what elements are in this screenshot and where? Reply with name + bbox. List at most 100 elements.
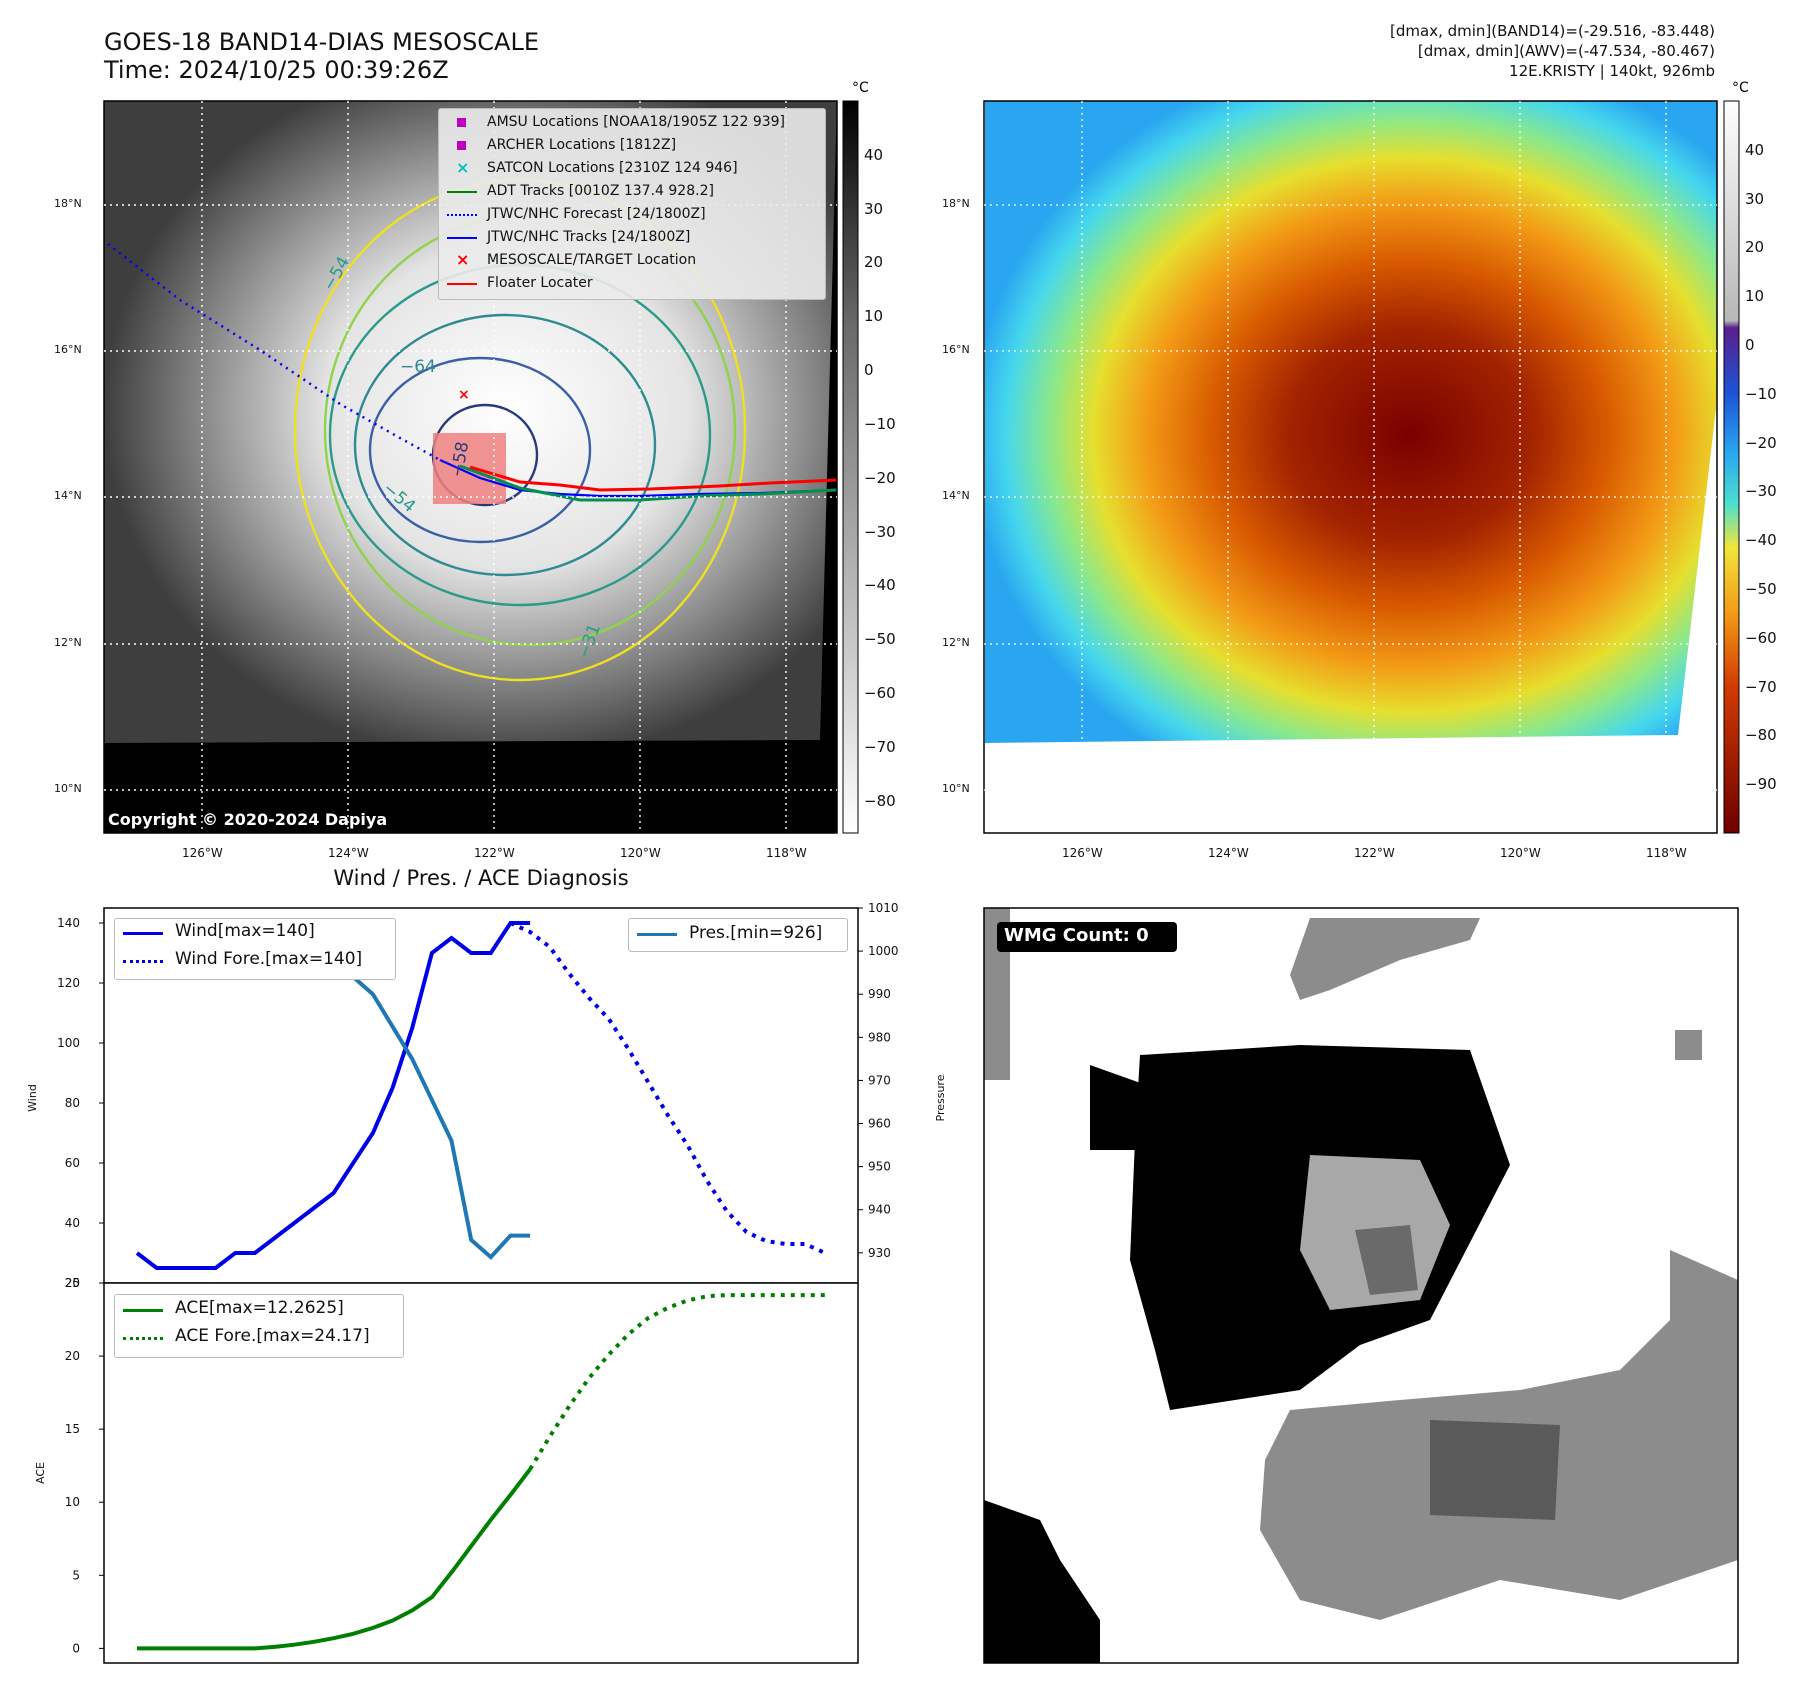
wind-tick-label: 20 bbox=[65, 1276, 80, 1290]
lat-label: 16°N bbox=[942, 343, 970, 356]
legend-label: Wind[max=140] bbox=[175, 921, 315, 941]
awv-colorbar bbox=[1723, 100, 1740, 834]
ace-tick-label: 25 bbox=[65, 1276, 80, 1290]
colorbar-tick-label: −80 bbox=[1745, 726, 1777, 745]
colorbar-tick-label: 0 bbox=[864, 361, 874, 380]
lon-label: 118°W bbox=[766, 846, 807, 860]
pressure-tick-label: 1010 bbox=[868, 901, 899, 915]
pressure-tick-label: 990 bbox=[868, 987, 891, 1001]
awv-gridlines bbox=[984, 101, 1717, 833]
ace-legend: ACE[max=12.2625] ACE Fore.[max=24.17] bbox=[114, 1294, 404, 1358]
awv-lon-labels: 126°W 124°W 122°W 120°W 118°W bbox=[0, 846, 1797, 862]
colorbar-tick-label: 20 bbox=[864, 253, 884, 272]
ace-tick-label: 20 bbox=[65, 1349, 80, 1363]
legend-label: JTWC/NHC Forecast [24/1800Z] bbox=[487, 206, 706, 222]
ace-series-line-1 bbox=[528, 1293, 825, 1471]
ace-series-line-0 bbox=[137, 1467, 532, 1651]
pressure-axis-label: Pressure bbox=[934, 1074, 947, 1121]
wind-tick-label: 140 bbox=[57, 916, 80, 930]
legend-label: ADT Tracks [0010Z 137.4 928.2] bbox=[487, 183, 714, 199]
colorbar-tick-label: −20 bbox=[864, 468, 896, 487]
colorbar-tick-label: 30 bbox=[864, 199, 884, 218]
legend-swatch-wind-fore bbox=[123, 960, 163, 963]
info-band14: [dmax, dmin](BAND14)=(-29.516, -83.448) bbox=[1390, 22, 1715, 40]
legend-item: JTWC/NHC Forecast [24/1800Z] bbox=[439, 205, 819, 225]
legend-swatch-pressure bbox=[637, 933, 677, 936]
pressure-tick-label: 960 bbox=[868, 1117, 891, 1131]
colorbar-tick-label: 10 bbox=[864, 307, 884, 326]
chart-title: Wind / Pres. / ACE Diagnosis bbox=[333, 866, 628, 890]
wmg-count-label: WMG Count: 0 bbox=[1004, 925, 1149, 946]
info-awv: [dmax, dmin](AWV)=(-47.534, -80.467) bbox=[1417, 42, 1715, 60]
colorbar-tick-label: −50 bbox=[864, 630, 896, 649]
colorbar-tick-label: −40 bbox=[864, 576, 896, 595]
lon-label: 124°W bbox=[1208, 846, 1249, 860]
colorbar-tick-label: −30 bbox=[1745, 482, 1777, 501]
colorbar-tick-label: 30 bbox=[1745, 189, 1765, 208]
lat-label: 14°N bbox=[54, 489, 82, 502]
pressure-legend: Pres.[min=926] bbox=[628, 918, 848, 952]
target-location-marker: × bbox=[458, 387, 470, 403]
legend-marker-icon bbox=[447, 191, 477, 193]
legend-label: SATCON Locations [2310Z 124 946] bbox=[487, 160, 738, 176]
ace-tick-label: 5 bbox=[72, 1568, 80, 1582]
series-line-0 bbox=[135, 921, 531, 1270]
colorbar-tick-label: −10 bbox=[1745, 384, 1777, 403]
chart-ticks: 2040608010012014093094095096097098099010… bbox=[57, 901, 898, 1655]
colorbar-tick-label: 10 bbox=[1745, 287, 1765, 306]
ir-colorbar-unit: °C bbox=[852, 80, 869, 96]
copyright-text: Copyright © 2020-2024 Dapiya bbox=[108, 810, 388, 829]
colorbar-tick-label: 0 bbox=[1745, 336, 1755, 354]
page-title: GOES-18 BAND14-DIAS MESOSCALE bbox=[104, 28, 540, 56]
legend-marker-icon bbox=[447, 237, 477, 239]
lon-label: 126°W bbox=[1062, 846, 1103, 860]
lat-label: 12°N bbox=[942, 636, 970, 649]
legend-marker-icon bbox=[447, 283, 477, 285]
lon-label: 120°W bbox=[620, 846, 661, 860]
colorbar-tick-label: −50 bbox=[1745, 580, 1777, 598]
pressure-tick-label: 950 bbox=[868, 1160, 891, 1174]
legend-label: Wind Fore.[max=140] bbox=[175, 949, 363, 969]
pressure-tick-label: 930 bbox=[868, 1246, 891, 1260]
lon-label: 122°W bbox=[474, 846, 515, 860]
colorbar-tick-label: −80 bbox=[864, 791, 896, 810]
colorbar-tick-label: −90 bbox=[1745, 775, 1777, 794]
wmg-panel bbox=[984, 908, 1738, 1663]
pressure-tick-label: 1000 bbox=[868, 944, 899, 958]
colorbar-tick-label: 20 bbox=[1745, 238, 1765, 257]
colorbar-tick-label: 40 bbox=[864, 145, 884, 164]
colorbar-tick-label: −60 bbox=[1745, 628, 1777, 647]
contour-label: −64 bbox=[400, 357, 436, 377]
legend-label: JTWC/NHC Tracks [24/1800Z] bbox=[487, 229, 691, 245]
colorbar-tick-label: −20 bbox=[1745, 433, 1777, 452]
legend-item: Floater Locater bbox=[439, 274, 819, 294]
wind-axis-label: Wind bbox=[26, 1084, 39, 1112]
lat-label: 18°N bbox=[54, 197, 82, 210]
lon-label: 126°W bbox=[182, 846, 223, 860]
colorbar-tick-label: −70 bbox=[864, 737, 896, 756]
legend-marker-icon: × bbox=[456, 250, 470, 269]
legend-label: Floater Locater bbox=[487, 275, 593, 291]
legend-marker-icon: × bbox=[456, 158, 470, 177]
awv-map-panel bbox=[984, 101, 1717, 833]
ir-colorbar bbox=[842, 100, 859, 834]
legend-item: × MESOSCALE/TARGET Location bbox=[439, 250, 819, 271]
pressure-tick-label: 980 bbox=[868, 1030, 891, 1044]
ace-axis-label: ACE bbox=[34, 1462, 47, 1484]
legend-item: ADT Tracks [0010Z 137.4 928.2] bbox=[439, 182, 819, 202]
wind-tick-label: 100 bbox=[57, 1036, 80, 1050]
wind-tick-label: 80 bbox=[65, 1096, 80, 1110]
legend-swatch-ace-fore bbox=[123, 1337, 163, 1340]
legend-item: AMSU Locations [NOAA18/1905Z 122 939] bbox=[439, 113, 819, 133]
lat-label: 14°N bbox=[942, 489, 970, 502]
legend-marker-icon bbox=[457, 118, 466, 127]
legend-label: ARCHER Locations [1812Z] bbox=[487, 137, 677, 153]
colorbar-tick-label: −70 bbox=[1745, 677, 1777, 696]
ace-tick-label: 0 bbox=[72, 1641, 80, 1655]
colorbar-tick-label: 40 bbox=[1745, 140, 1765, 159]
wind-tick-label: 60 bbox=[65, 1156, 80, 1170]
lon-label: 120°W bbox=[1500, 846, 1541, 860]
legend-marker-icon bbox=[447, 214, 477, 216]
legend-item: ARCHER Locations [1812Z] bbox=[439, 136, 819, 156]
